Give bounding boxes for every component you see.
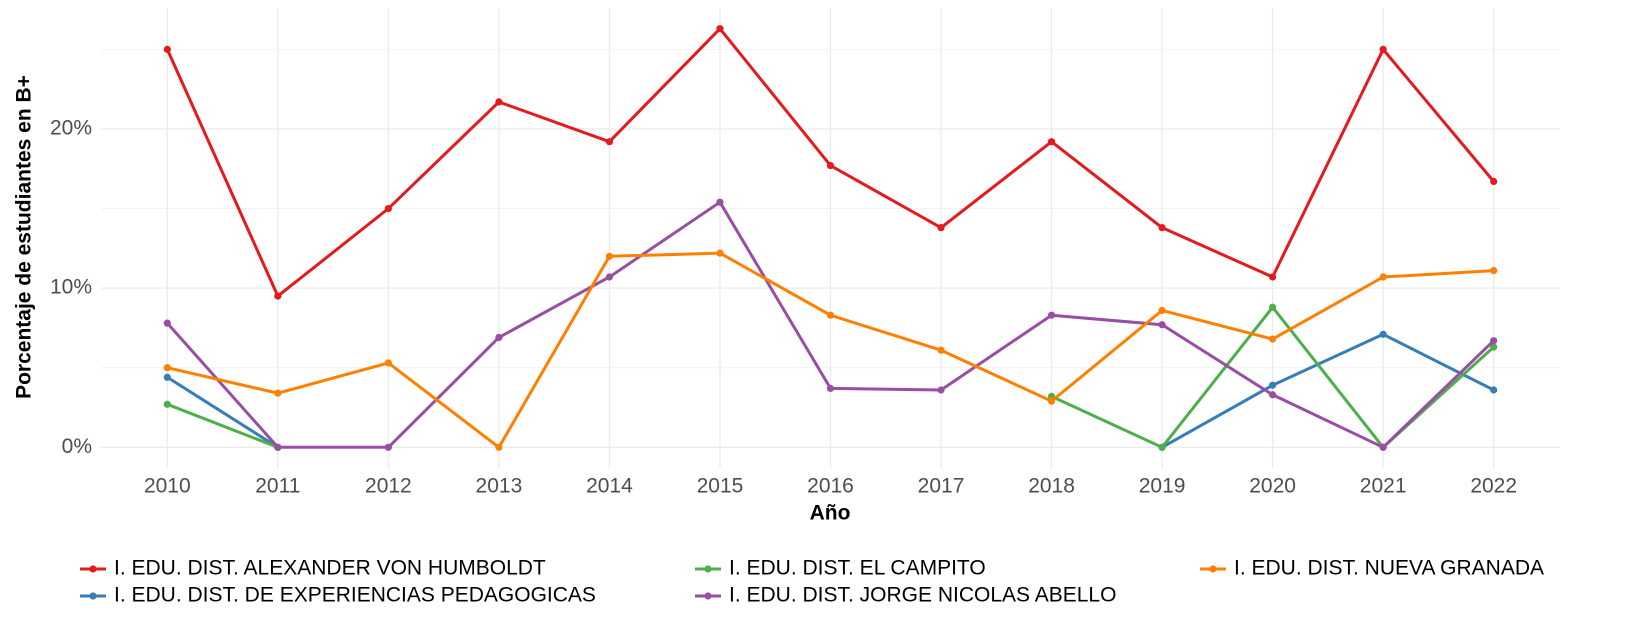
legend-label: I. EDU. DIST. EL CAMPITO [729, 557, 986, 580]
data-point [1490, 267, 1498, 275]
data-point [605, 273, 614, 281]
data-point [274, 292, 282, 300]
x-tick-label: 2019 [1139, 475, 1186, 498]
data-point [1158, 321, 1166, 329]
x-tick-label: 2014 [586, 475, 633, 498]
data-point [826, 161, 835, 170]
legend-swatch-point [89, 592, 97, 600]
data-point [937, 346, 945, 354]
data-point [384, 443, 392, 451]
data-point [1158, 224, 1166, 232]
data-point [1490, 386, 1498, 394]
x-axis-title: Año [810, 502, 851, 525]
data-point [163, 319, 171, 327]
data-point [274, 389, 282, 397]
data-point [1269, 381, 1277, 389]
data-point [384, 204, 392, 213]
x-tick-label: 2015 [697, 475, 744, 498]
data-point [495, 443, 503, 451]
x-tick-label: 2016 [807, 475, 854, 498]
data-point [716, 198, 724, 206]
data-point [1379, 330, 1387, 338]
data-point [163, 373, 171, 381]
legend-item: I. EDU. DIST. JORGE NICOLAS ABELLO [695, 584, 1116, 607]
data-point [1269, 273, 1277, 281]
x-tick-label: 2021 [1360, 475, 1407, 498]
x-tick-label: 2017 [918, 475, 965, 498]
data-point [1269, 335, 1277, 343]
x-tick-label: 2011 [255, 475, 300, 498]
data-point [274, 443, 282, 451]
legend-swatch-point [89, 565, 97, 573]
legend-label: I. EDU. DIST. NUEVA GRANADA [1234, 557, 1544, 580]
x-tick-label: 2013 [476, 475, 523, 498]
legend-item: I. EDU. DIST. ALEXANDER VON HUMBOLDT [80, 557, 546, 580]
data-point [826, 311, 835, 319]
data-point [1379, 443, 1387, 451]
data-point [163, 364, 171, 372]
legend-label: I. EDU. DIST. ALEXANDER VON HUMBOLDT [114, 557, 546, 580]
data-point [605, 252, 614, 260]
legend-swatch-point [704, 592, 712, 600]
data-point [1047, 311, 1056, 319]
legend-swatch-point [704, 565, 712, 573]
data-point [937, 386, 945, 394]
data-point [1490, 177, 1498, 186]
y-axis-title: Porcentaje de estudiantes en B+ [13, 75, 36, 399]
legend-label: I. EDU. DIST. DE EXPERIENCIAS PEDAGOGICA… [114, 584, 596, 607]
x-tick-label: 2018 [1028, 475, 1075, 498]
data-point [937, 224, 945, 232]
legend-swatch-point [1209, 565, 1217, 573]
data-point [1158, 306, 1166, 315]
series-line [166, 332, 1495, 449]
data-point [1158, 443, 1166, 451]
y-tick-label: 10% [50, 276, 92, 299]
legend-item: I. EDU. DIST. EL CAMPITO [695, 557, 986, 580]
x-tick-label: 2010 [144, 475, 191, 498]
data-point [495, 333, 503, 342]
x-tick-label: 2020 [1249, 475, 1296, 498]
legend-label: I. EDU. DIST. JORGE NICOLAS ABELLO [729, 584, 1116, 607]
data-point [1047, 397, 1056, 405]
data-point [716, 249, 724, 257]
y-tick-label: 0% [62, 435, 92, 458]
data-point [826, 384, 835, 393]
data-point [163, 400, 171, 408]
legend-item: I. EDU. DIST. DE EXPERIENCIAS PEDAGOGICA… [80, 584, 596, 607]
data-point [605, 138, 614, 146]
data-point [1047, 138, 1056, 146]
data-point [384, 359, 392, 367]
data-point [1490, 337, 1498, 345]
x-tick-label: 2012 [365, 475, 412, 498]
legend-item: I. EDU. DIST. NUEVA GRANADA [1200, 557, 1544, 580]
y-tick-label: 20% [50, 117, 92, 140]
data-point [1379, 45, 1387, 53]
data-point [1269, 391, 1277, 399]
data-point [1269, 303, 1277, 311]
data-point [1379, 273, 1387, 281]
x-tick-label: 2022 [1470, 475, 1517, 498]
data-point [716, 25, 724, 33]
data-point [495, 98, 503, 106]
data-point [163, 45, 171, 53]
data-point [1490, 343, 1498, 351]
